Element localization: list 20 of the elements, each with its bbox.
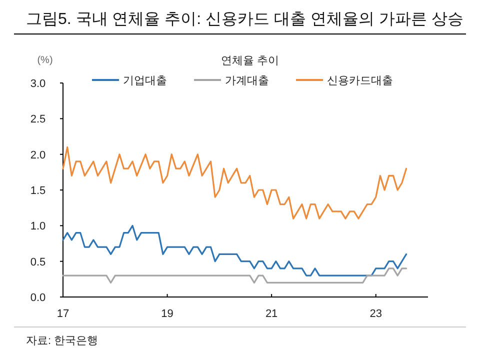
y-axis-title: (%)	[37, 55, 53, 66]
chart-title: 그림5. 국내 연체율 추이: 신용카드 대출 연체율의 가파른 상승	[26, 11, 464, 28]
legend-label: 신용카드대출	[327, 75, 393, 87]
y-tick-label: 2.5	[30, 114, 46, 126]
x-tick-label: 21	[265, 308, 278, 320]
x-tick-label: 19	[161, 308, 174, 320]
x-tick-label: 23	[370, 308, 382, 320]
x-tick-label: 17	[56, 308, 70, 320]
y-tick-label: 0.5	[30, 256, 46, 268]
y-tick-label: 1.0	[30, 220, 46, 233]
legend-label: 가계대출	[225, 75, 269, 87]
y-tick-label: 3.0	[30, 78, 46, 90]
text: 자료: 한국은행	[26, 335, 98, 347]
y-tick-label: 1.5	[30, 185, 46, 197]
line-series	[62, 146, 408, 220]
y-tick-label: 2.0	[30, 149, 46, 162]
chart-subtitle: 연체율 추이	[220, 55, 280, 67]
line-series	[62, 224, 408, 276]
legend-label: 기업대출	[123, 75, 167, 87]
y-tick-label: 0.0	[30, 292, 46, 304]
